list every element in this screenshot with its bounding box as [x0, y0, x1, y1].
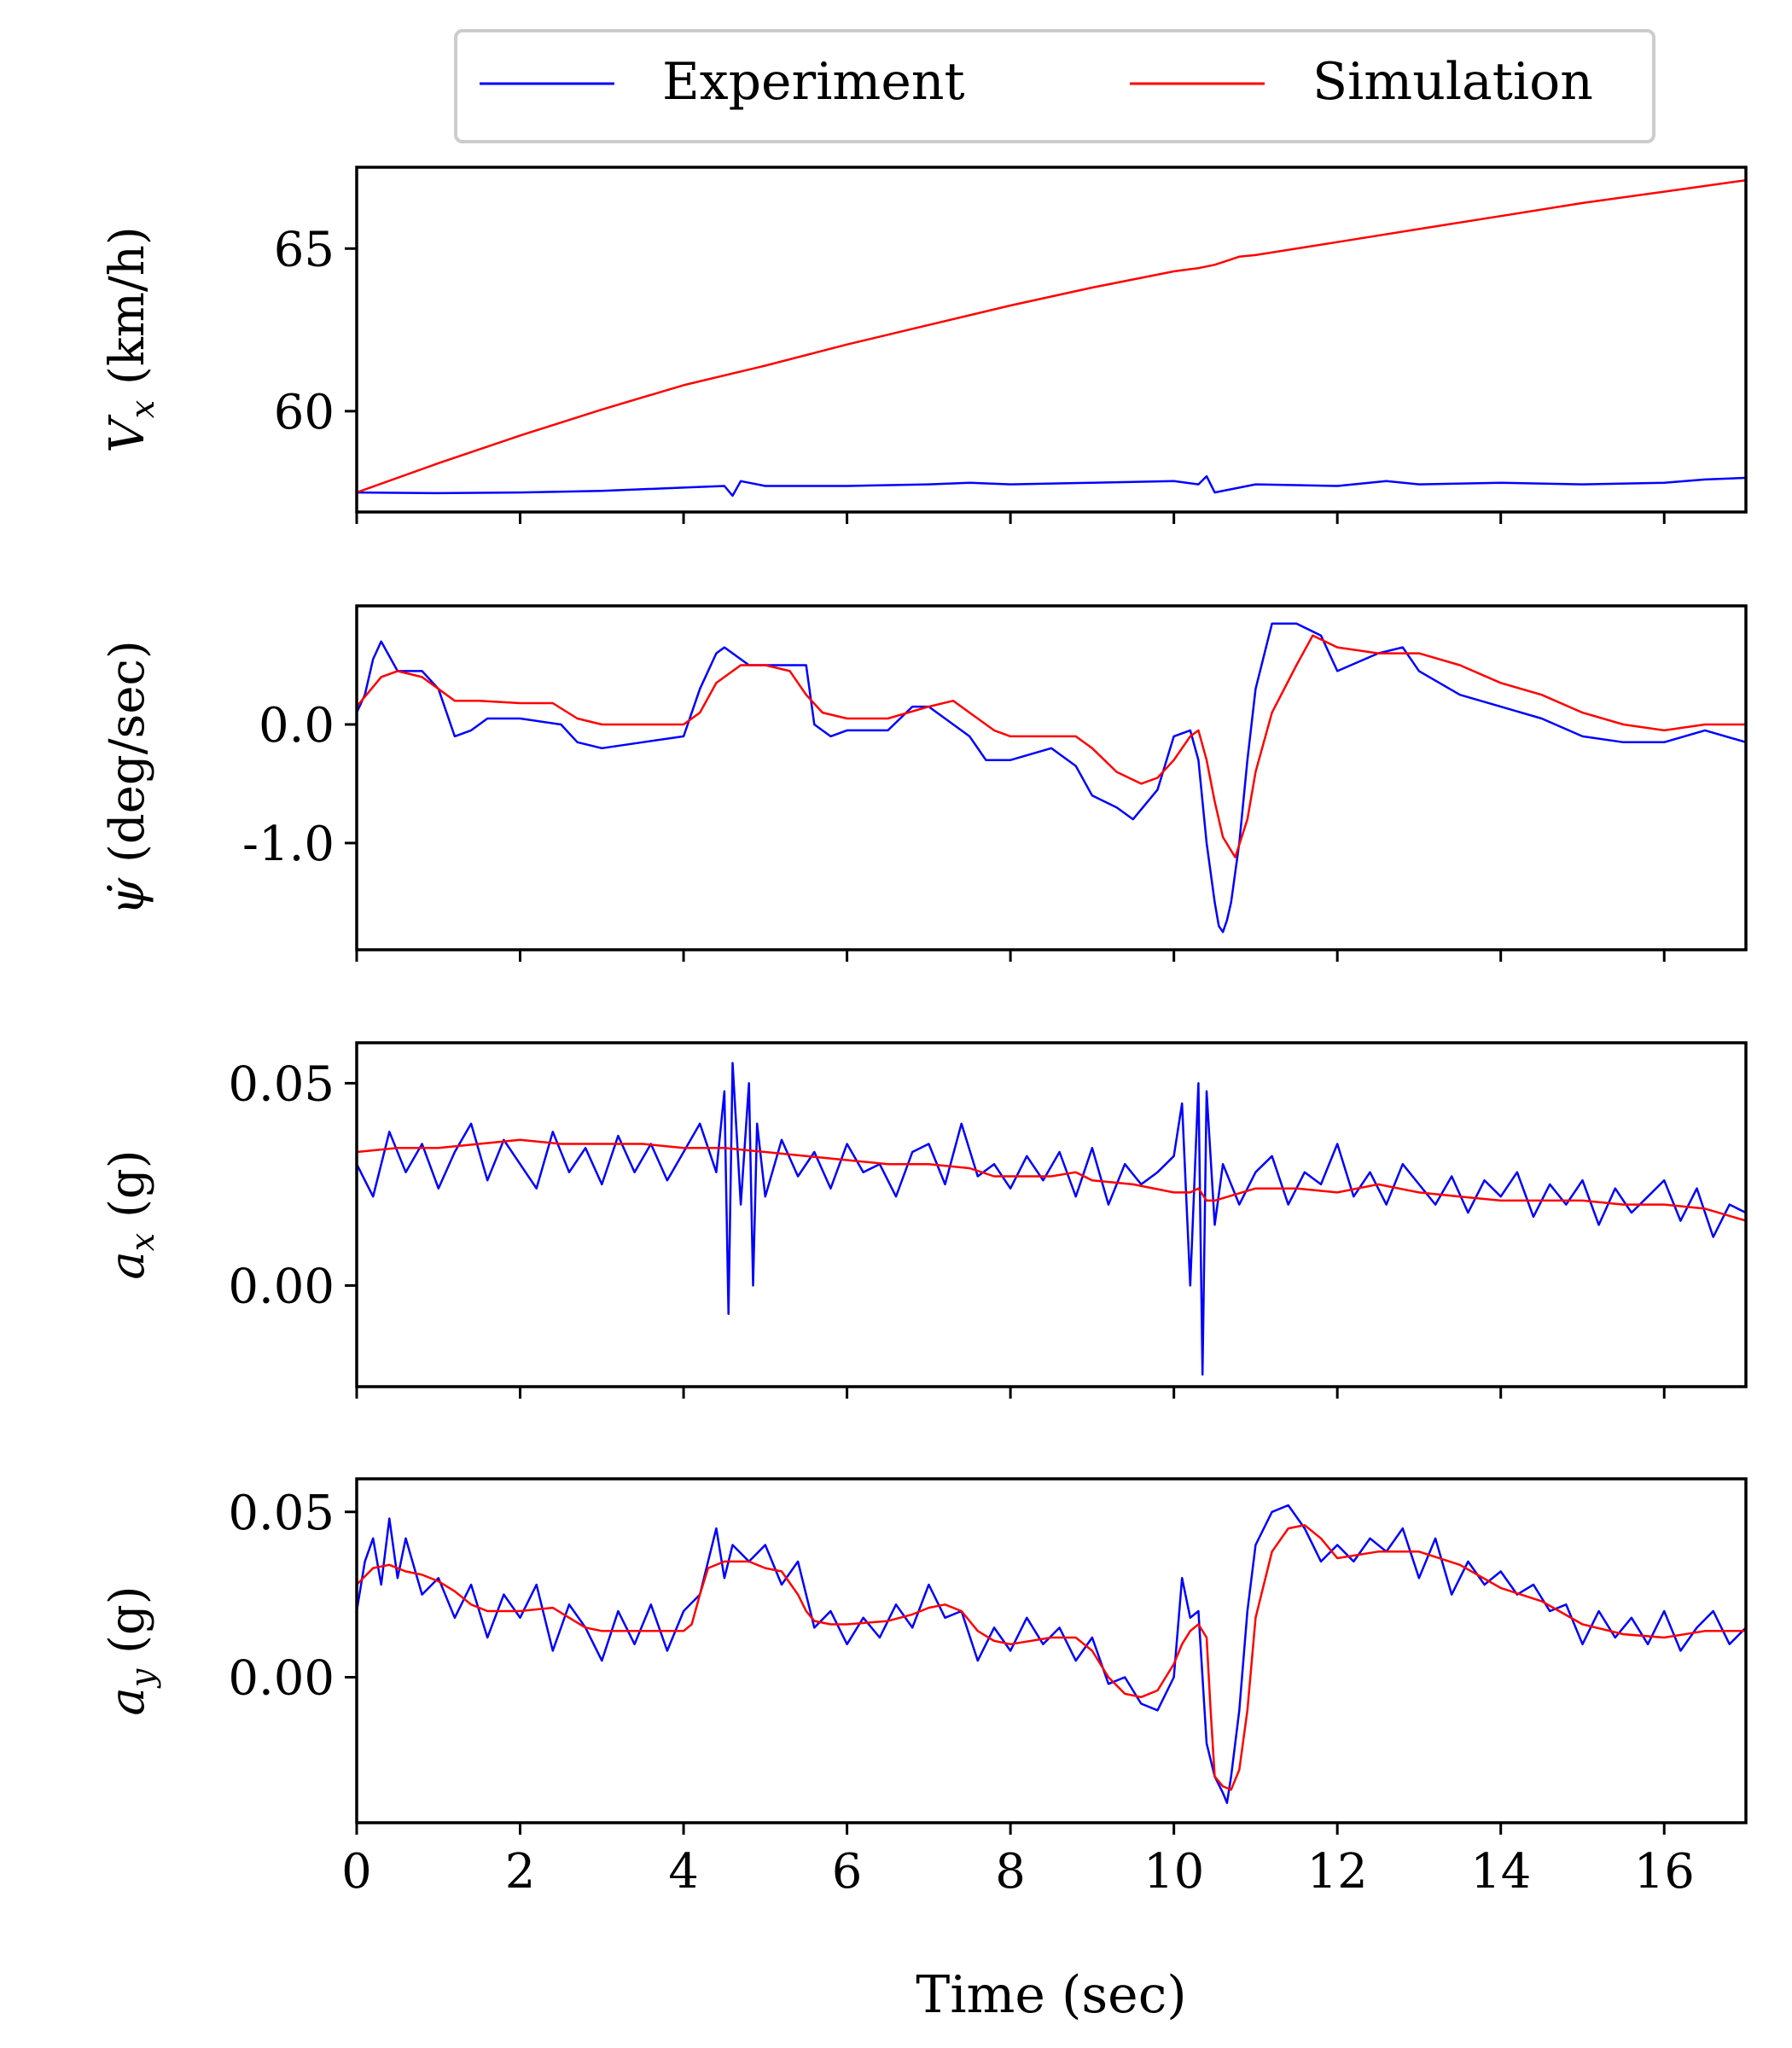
legend: Experiment Simulation	[454, 29, 1655, 143]
x-tick-label: 14	[1470, 1844, 1531, 1900]
legend-label-experiment: Experiment	[662, 52, 965, 112]
legend-box	[454, 29, 1655, 143]
series-line-yaw-rate-experiment	[357, 622, 1746, 934]
x-tick-label: 0	[341, 1844, 372, 1900]
legend-label-simulation: Simulation	[1312, 52, 1593, 112]
x-axis-label: Time (sec)	[916, 1965, 1186, 2025]
panel-yaw-rate: -1.0 0.0 ψ̇ (deg/sec)	[100, 604, 1748, 962]
series-line-vx-experiment	[357, 474, 1746, 497]
series-line-vx-simulation	[357, 178, 1746, 494]
plot-frame-ax	[355, 1041, 1748, 1388]
y-tick-label-ay: 0.00	[228, 1651, 335, 1707]
plot-frame-yaw-rate	[355, 604, 1748, 951]
panel-ax: 0.00 0.05 ax (g)	[100, 1041, 1748, 1399]
x-tick-label: 8	[995, 1844, 1026, 1900]
y-tick-label-vx: 65	[274, 222, 335, 277]
x-tick-label: 4	[668, 1844, 699, 1900]
panel-ay: 0 2 4 6 8 10 12 14 16 0.00 0.05 ay (g)	[100, 1477, 1748, 1900]
x-tick-label: 6	[832, 1844, 863, 1900]
y-axis-label-yaw-rate: ψ̇ (deg/sec)	[100, 640, 155, 915]
plot-frame-vx	[355, 166, 1748, 514]
series-line-yaw-rate-simulation	[357, 634, 1746, 858]
y-tick-label-vx: 60	[274, 385, 335, 440]
y-tick-label-ax: 0.00	[228, 1259, 335, 1314]
series-line-ay-simulation	[357, 1524, 1746, 1791]
y-tick-label-ax: 0.05	[228, 1056, 335, 1112]
y-tick-label-yaw-rate: -1.0	[242, 817, 335, 872]
y-tick-label-ay: 0.05	[228, 1486, 335, 1541]
y-axis-label-ay: ay (g)	[100, 1585, 161, 1715]
series-line-ay-experiment	[357, 1504, 1746, 1805]
y-tick-label-yaw-rate: 0.0	[259, 698, 335, 753]
y-axis-label-ax: ax (g)	[100, 1149, 161, 1279]
x-tick-label: 16	[1634, 1844, 1695, 1900]
panel-vx: 60 65 Vx (km/h)	[100, 166, 1748, 524]
x-tick-label: 10	[1143, 1844, 1204, 1900]
series-line-ax-experiment	[357, 1062, 1746, 1376]
x-tick-label: 12	[1307, 1844, 1368, 1900]
plot-frame-ay	[355, 1477, 1748, 1824]
y-axis-label-vx: Vx (km/h)	[100, 226, 161, 452]
series-line-ax-simulation	[357, 1138, 1746, 1222]
x-tick-label: 2	[505, 1844, 536, 1900]
